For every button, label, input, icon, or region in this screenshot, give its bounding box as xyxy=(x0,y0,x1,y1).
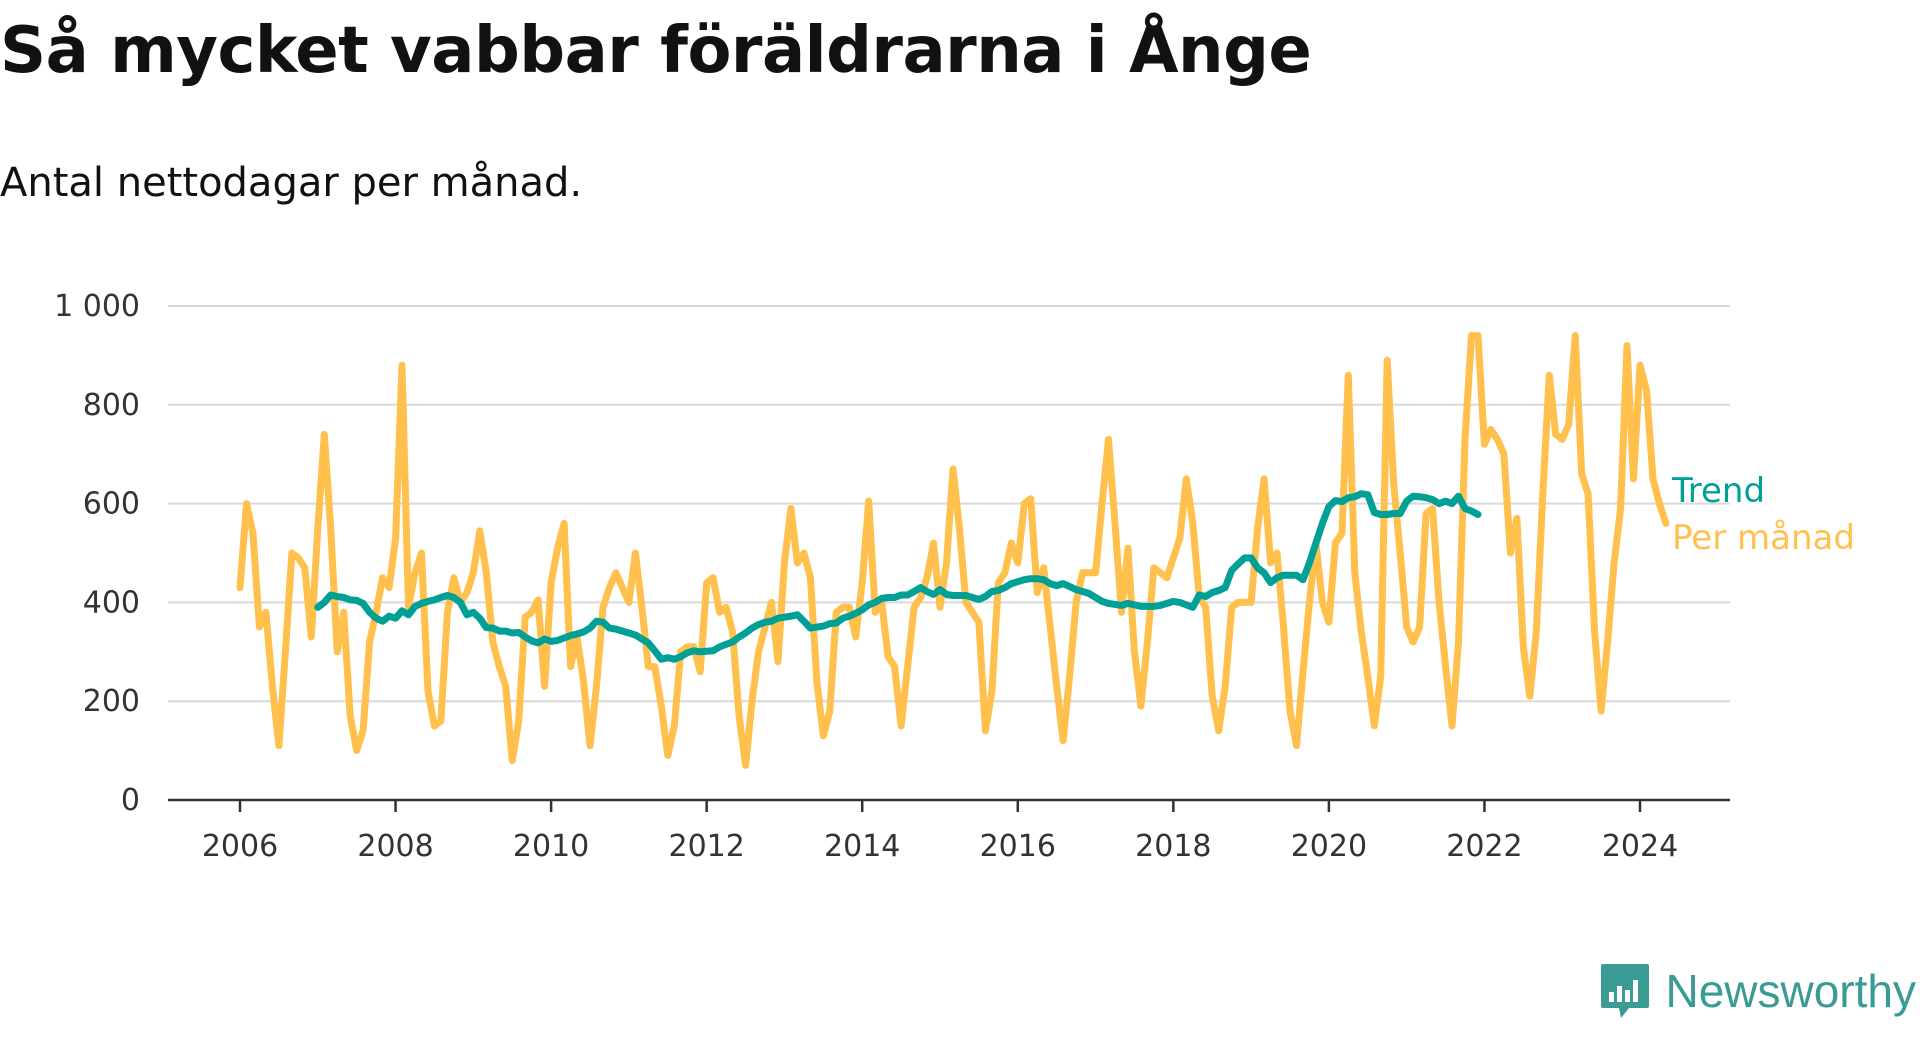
x-tick-label: 2020 xyxy=(1291,829,1367,864)
x-tick-label: 2006 xyxy=(202,829,278,864)
y-tick-label: 0 xyxy=(121,783,140,818)
series-labels: Trend Per månad xyxy=(1671,471,1855,558)
series-label-trend: Trend xyxy=(1671,471,1765,511)
axes: 0 200 400 600 800 1 000 2006 2008 2010 2012 2014 20… xyxy=(54,289,1730,864)
y-tick-label: 200 xyxy=(83,684,140,719)
x-tick-label: 2008 xyxy=(357,829,433,864)
y-tick-label: 600 xyxy=(83,487,140,522)
x-tick-label: 2024 xyxy=(1602,829,1678,864)
chart-subtitle: Antal nettodagar per månad. xyxy=(0,160,583,206)
x-tick-label: 2016 xyxy=(980,829,1056,864)
series-label-per-manad: Per månad xyxy=(1672,518,1855,558)
x-tick-label: 2022 xyxy=(1446,829,1522,864)
x-tick-label: 2018 xyxy=(1135,829,1211,864)
series-line-trend xyxy=(314,490,1482,663)
chart-title: Så mycket vabbar föräldrarna i Ånge xyxy=(0,14,1312,88)
brand-logo: Newsworthy xyxy=(1599,962,1916,1020)
series-line-per-månad xyxy=(236,332,1670,769)
x-tick-label: 2010 xyxy=(513,829,589,864)
y-tick-label: 1 000 xyxy=(54,289,140,324)
x-tick-label: 2014 xyxy=(824,829,900,864)
y-tick-label: 400 xyxy=(83,585,140,620)
series-lines xyxy=(236,332,1670,769)
brand-name: Newsworthy xyxy=(1665,965,1916,1017)
bar-chart-speech-bubble-icon xyxy=(1601,964,1650,1018)
x-tick-label: 2012 xyxy=(668,829,744,864)
y-tick-label: 800 xyxy=(83,388,140,423)
